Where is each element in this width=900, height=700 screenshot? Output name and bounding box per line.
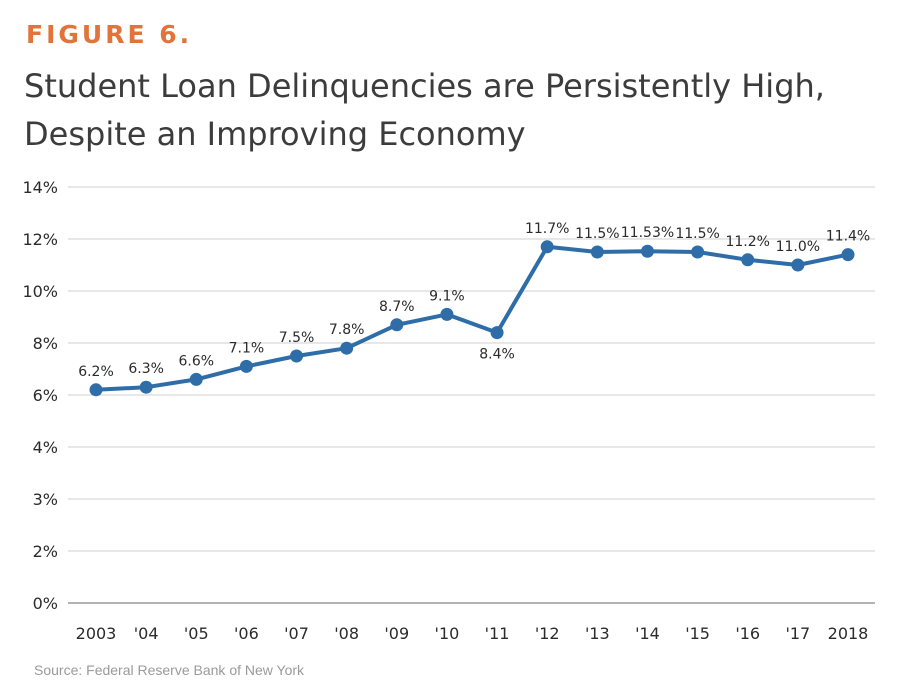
- y-tick-label: 3%: [33, 490, 58, 509]
- data-label: 6.2%: [78, 364, 114, 380]
- y-tick-label: 10%: [22, 282, 58, 301]
- x-tick-label: '04: [134, 624, 159, 643]
- data-point: [841, 248, 855, 262]
- x-tick-label: '17: [785, 624, 810, 643]
- data-label: 11.5%: [675, 226, 719, 242]
- x-tick-label: '05: [184, 624, 209, 643]
- data-point: [490, 326, 504, 340]
- x-tick-label: '07: [284, 624, 309, 643]
- x-tick-label: '09: [384, 624, 409, 643]
- x-tick-label: '11: [485, 624, 510, 643]
- data-point: [440, 307, 454, 321]
- data-label: 6.6%: [178, 353, 214, 369]
- series-line: [94, 244, 850, 392]
- data-label: 6.3%: [128, 361, 164, 377]
- x-tick-label: '08: [334, 624, 359, 643]
- data-point: [189, 372, 203, 386]
- y-tick-label: 4%: [33, 438, 58, 457]
- data-point: [791, 258, 805, 272]
- data-label: 7.1%: [229, 340, 265, 356]
- x-tick-label: '14: [635, 624, 660, 643]
- chart-title-line-2: Despite an Improving Economy: [24, 115, 526, 153]
- data-point: [340, 341, 354, 355]
- data-point: [139, 380, 153, 394]
- x-tick-label: '10: [435, 624, 460, 643]
- data-label: 11.0%: [776, 239, 820, 255]
- data-point: [640, 244, 654, 258]
- data-label: 11.7%: [525, 221, 569, 237]
- chart-title-line-1: Student Loan Delinquencies are Persisten…: [24, 67, 825, 105]
- data-point: [540, 240, 554, 254]
- y-tick-label: 8%: [33, 334, 58, 353]
- data-point: [390, 318, 404, 332]
- data-label: 9.1%: [429, 288, 465, 304]
- figure-label: FIGURE 6.: [26, 20, 193, 49]
- data-label: 7.8%: [329, 322, 365, 338]
- x-tick-label: '16: [735, 624, 760, 643]
- y-tick-label: 12%: [22, 230, 58, 249]
- data-point: [691, 245, 705, 259]
- data-point: [239, 359, 253, 373]
- x-tick-label: '06: [234, 624, 259, 643]
- x-tick-label: '15: [685, 624, 710, 643]
- y-tick-label: 6%: [33, 386, 58, 405]
- data-point: [290, 349, 304, 363]
- y-tick-label: 0%: [33, 594, 58, 613]
- data-label: 7.5%: [279, 330, 315, 346]
- data-label: 11.53%: [621, 225, 674, 241]
- x-tick-label: 2018: [828, 624, 869, 643]
- chart-title: Student Loan Delinquencies are Persisten…: [24, 62, 884, 158]
- data-label: 8.4%: [479, 347, 515, 363]
- data-label: 11.2%: [725, 234, 769, 250]
- x-tick-label: '12: [535, 624, 560, 643]
- data-point: [741, 253, 755, 267]
- y-tick-label: 14%: [22, 178, 58, 197]
- data-label: 11.5%: [575, 226, 619, 242]
- source-note: Source: Federal Reserve Bank of New York: [34, 662, 305, 678]
- data-point: [89, 383, 103, 397]
- data-label: 8.7%: [379, 299, 415, 315]
- y-tick-label: 2%: [33, 542, 58, 561]
- data-label: 11.4%: [826, 229, 870, 245]
- data-point: [590, 245, 604, 259]
- x-tick-label: '13: [585, 624, 610, 643]
- x-tick-label: 2003: [76, 624, 117, 643]
